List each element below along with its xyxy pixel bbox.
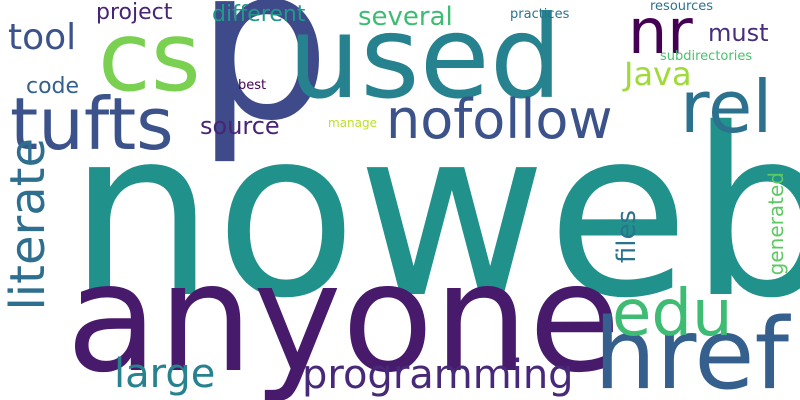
word-cs: cs	[98, 1, 201, 113]
word-p: p	[196, 0, 331, 167]
word-noweb: noweb	[68, 79, 800, 349]
word-resources: resources	[650, 0, 714, 14]
word-code: code	[26, 74, 80, 99]
word-manage: manage	[328, 116, 378, 130]
word-source: source	[200, 112, 280, 140]
word-used: used	[288, 0, 563, 124]
word-subdirectories: subdirectories	[660, 49, 753, 64]
word-different: different	[212, 2, 306, 27]
word-best: best	[238, 78, 267, 93]
word-literate: literate	[0, 138, 56, 311]
word-nr: nr	[628, 0, 693, 68]
word-java: Java	[624, 55, 692, 93]
word-generated: generated	[764, 172, 788, 276]
word-anyone: anyone	[66, 232, 621, 400]
word-practices: practices	[510, 7, 570, 22]
word-href: href	[594, 298, 790, 400]
word-must: must	[708, 19, 769, 47]
word-rel: rel	[680, 65, 773, 149]
word-large: large	[114, 351, 216, 397]
word-several: several	[358, 2, 453, 32]
word-nofollow: nofollow	[386, 88, 613, 151]
word-tool: tool	[8, 17, 77, 58]
word-edu: edu	[612, 277, 733, 351]
word-programming: programming	[302, 352, 574, 398]
word-project: project	[96, 0, 173, 25]
word-files: files	[612, 210, 642, 264]
word-tufts: tufts	[10, 82, 174, 166]
